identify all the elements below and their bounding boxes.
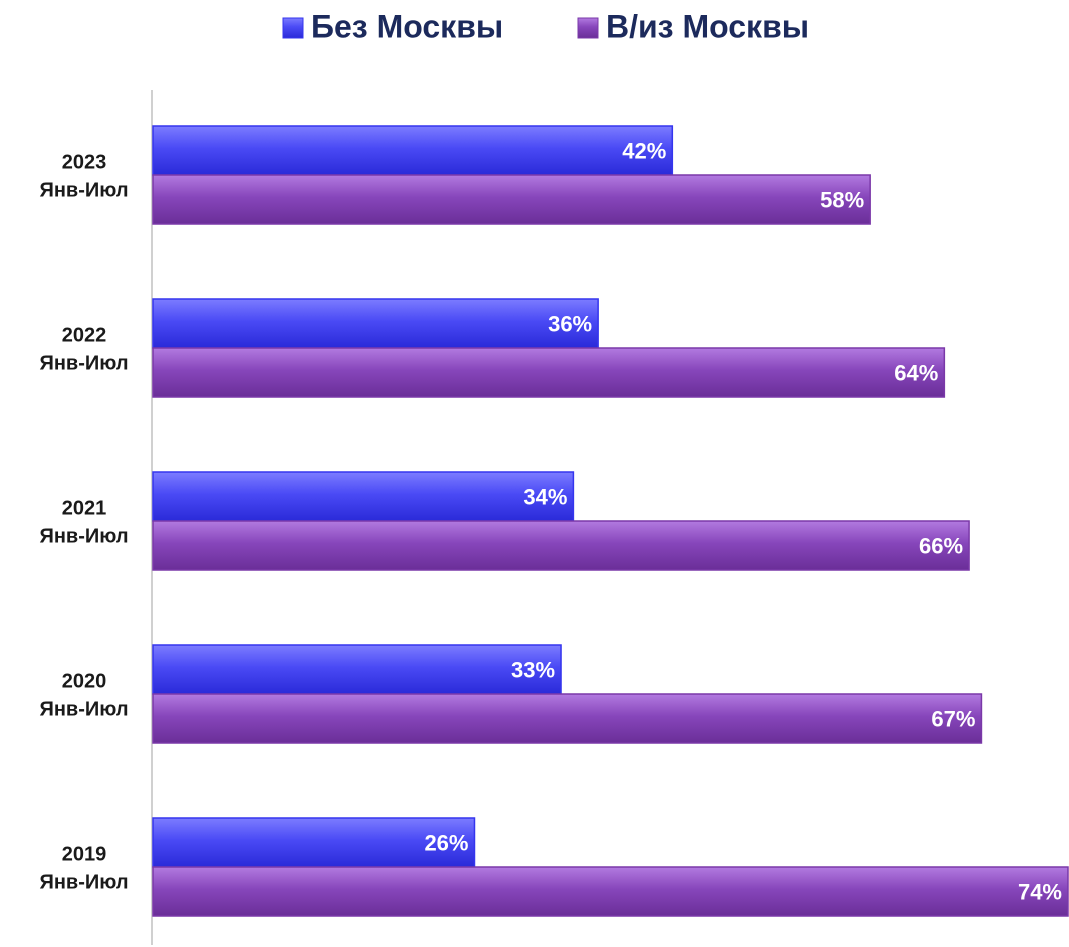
data-label: 42% bbox=[622, 138, 666, 163]
bar bbox=[152, 866, 1069, 917]
bar bbox=[152, 298, 599, 349]
y-tick-label: 2019 bbox=[62, 843, 107, 865]
bar bbox=[152, 520, 970, 571]
legend-label: В/из Москвы bbox=[606, 8, 809, 44]
legend-swatch bbox=[577, 17, 599, 39]
data-label: 64% bbox=[894, 360, 938, 385]
data-label: 26% bbox=[424, 830, 468, 855]
y-tick-label: 2023 bbox=[62, 151, 107, 173]
y-tick-label: Янв-Июл bbox=[39, 179, 128, 201]
y-tick-label: Янв-Июл bbox=[39, 352, 128, 374]
data-label: 58% bbox=[820, 187, 864, 212]
y-tick-label: Янв-Июл bbox=[39, 698, 128, 720]
data-label: 33% bbox=[511, 657, 555, 682]
data-label: 74% bbox=[1018, 879, 1062, 904]
y-tick-label: Янв-Июл bbox=[39, 871, 128, 893]
data-label: 36% bbox=[548, 311, 592, 336]
bar bbox=[152, 347, 946, 398]
y-tick-label: Янв-Июл bbox=[39, 525, 128, 547]
y-tick-label: 2021 bbox=[62, 497, 107, 519]
bar bbox=[152, 644, 562, 695]
bar bbox=[152, 125, 674, 176]
data-label: 66% bbox=[919, 533, 963, 558]
data-label: 34% bbox=[523, 484, 567, 509]
legend-swatch bbox=[282, 17, 304, 39]
y-tick-label: 2022 bbox=[62, 324, 107, 346]
y-tick-label: 2020 bbox=[62, 670, 107, 692]
legend-label: Без Москвы bbox=[311, 8, 503, 44]
bar bbox=[152, 174, 871, 225]
bar bbox=[152, 471, 575, 522]
bar bbox=[152, 693, 983, 744]
data-label: 67% bbox=[931, 706, 975, 731]
